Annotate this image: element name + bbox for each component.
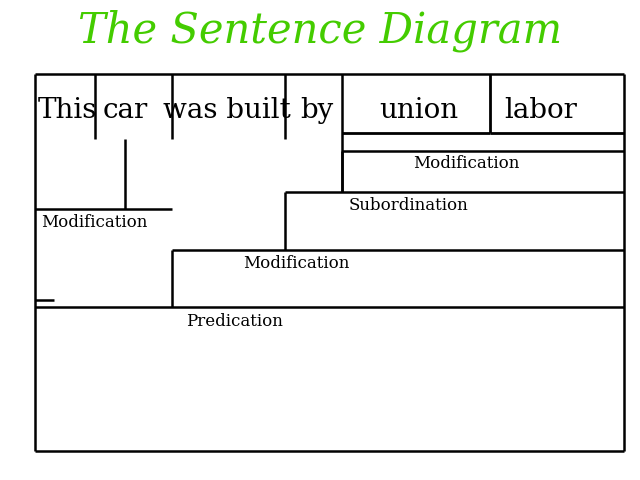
Text: Subordination: Subordination [349,197,468,214]
Text: Modification: Modification [413,155,519,172]
Text: This: This [38,97,97,124]
Text: Modification: Modification [42,214,148,231]
Text: The Sentence Diagram: The Sentence Diagram [78,10,562,52]
Text: labor: labor [504,97,577,124]
Text: Predication: Predication [186,313,282,330]
Text: by: by [300,97,333,124]
Text: Modification: Modification [243,254,349,272]
Text: union: union [380,97,459,124]
Text: car: car [102,97,147,124]
Text: was built: was built [163,97,291,124]
